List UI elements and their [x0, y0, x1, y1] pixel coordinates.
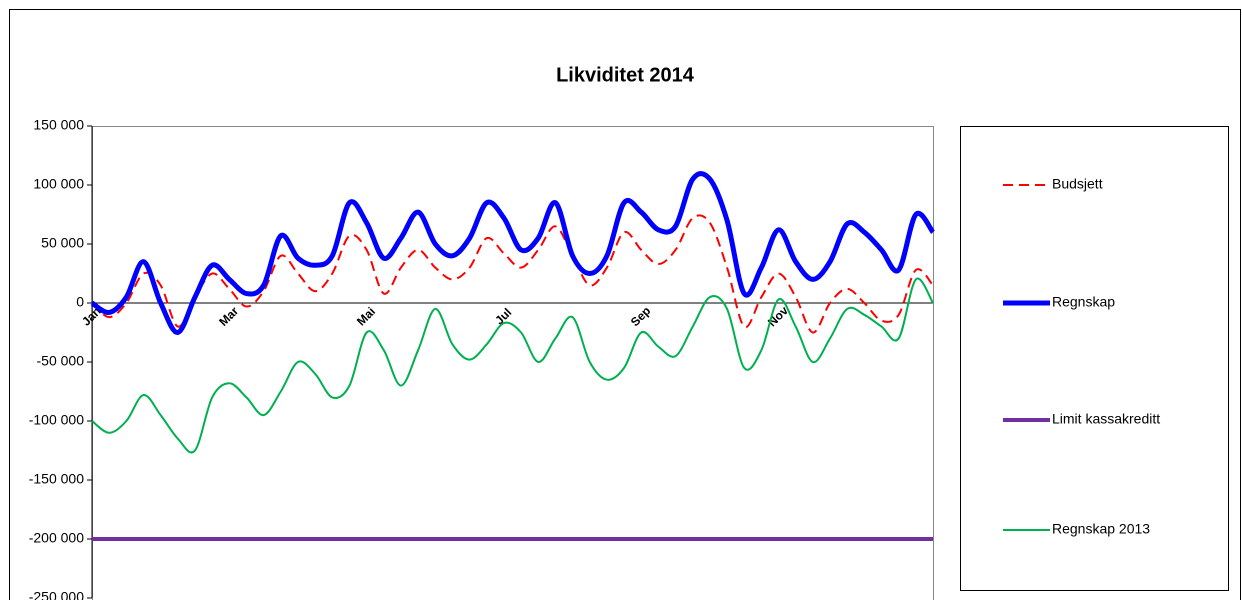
y-tick-label: -50 000 — [37, 353, 85, 369]
y-tick-label: 100 000 — [33, 176, 84, 192]
legend-label: Regnskap — [1052, 294, 1115, 310]
chart-title: Likviditet 2014 — [556, 64, 695, 86]
y-tick-label: -250 000 — [29, 589, 84, 600]
x-tick-label: Mai — [354, 304, 378, 328]
y-tick-label: 50 000 — [41, 235, 84, 251]
legend-label: Regnskap 2013 — [1052, 521, 1150, 537]
y-tick-label: 150 000 — [33, 117, 84, 133]
line-series — [91, 214, 934, 334]
legend-label: Limit kassakreditt — [1052, 411, 1160, 427]
legend-box — [960, 126, 1229, 591]
legend-label: Budsjett — [1052, 176, 1103, 192]
line-series — [90, 171, 936, 335]
plot-border — [92, 126, 934, 600]
line-series — [91, 277, 934, 454]
x-tick-label: Mar — [216, 304, 241, 329]
y-tick-label: -100 000 — [29, 412, 84, 428]
y-tick-label: -200 000 — [29, 530, 84, 546]
x-tick-label: Sep — [628, 304, 653, 329]
chart-border — [9, 9, 1241, 600]
y-tick-label: -150 000 — [29, 471, 84, 487]
y-tick-label: 0 — [76, 294, 84, 310]
